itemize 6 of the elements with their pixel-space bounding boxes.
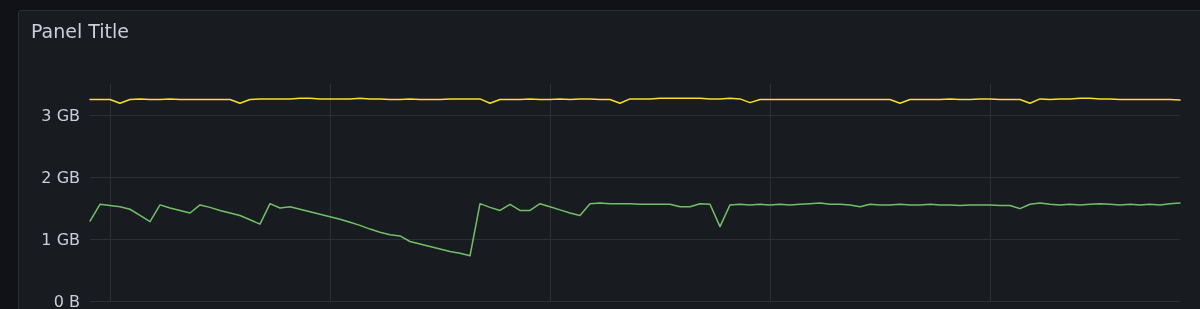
chart-title: Panel Title — [31, 20, 130, 42]
y-tick-label: 1 GB — [41, 229, 80, 249]
y-tick-label: 2 GB — [41, 167, 80, 187]
y-tick-label: 3 GB — [41, 105, 80, 125]
y-tick-label: 0 B — [53, 291, 80, 309]
line-series — [89, 202, 1181, 257]
